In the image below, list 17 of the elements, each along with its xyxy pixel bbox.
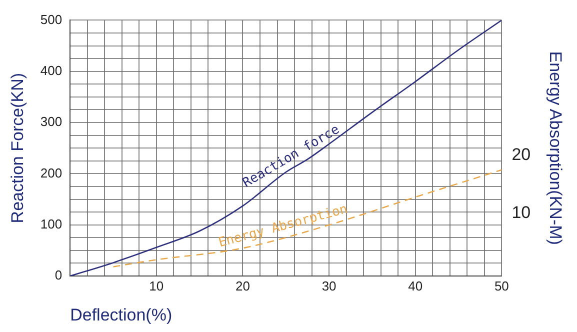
y2-tick-label: 10 — [512, 203, 531, 222]
x-tick-label: 10 — [149, 278, 164, 294]
x-tick-label: 30 — [322, 278, 336, 294]
x-tick-label: 20 — [235, 278, 250, 294]
y-tick-label: 500 — [40, 12, 62, 27]
line-series — [70, 20, 502, 276]
y-axis-title: Reaction Force(KN) — [8, 72, 27, 224]
y-tick-label: 100 — [40, 216, 62, 232]
x-tick-label: 50 — [494, 278, 509, 294]
y2-axis-title: Energy Absorption(KN-M) — [546, 51, 566, 245]
y2-tick-label: 20 — [512, 145, 531, 164]
x-axis-title: Deflection(%) — [70, 305, 172, 324]
y-tick-label: 0 — [54, 268, 62, 283]
y-tick-label: 300 — [40, 114, 62, 130]
y-tick-label: 400 — [40, 62, 62, 78]
x-tick-label: 40 — [408, 278, 423, 294]
y-tick-label: 200 — [40, 165, 62, 180]
